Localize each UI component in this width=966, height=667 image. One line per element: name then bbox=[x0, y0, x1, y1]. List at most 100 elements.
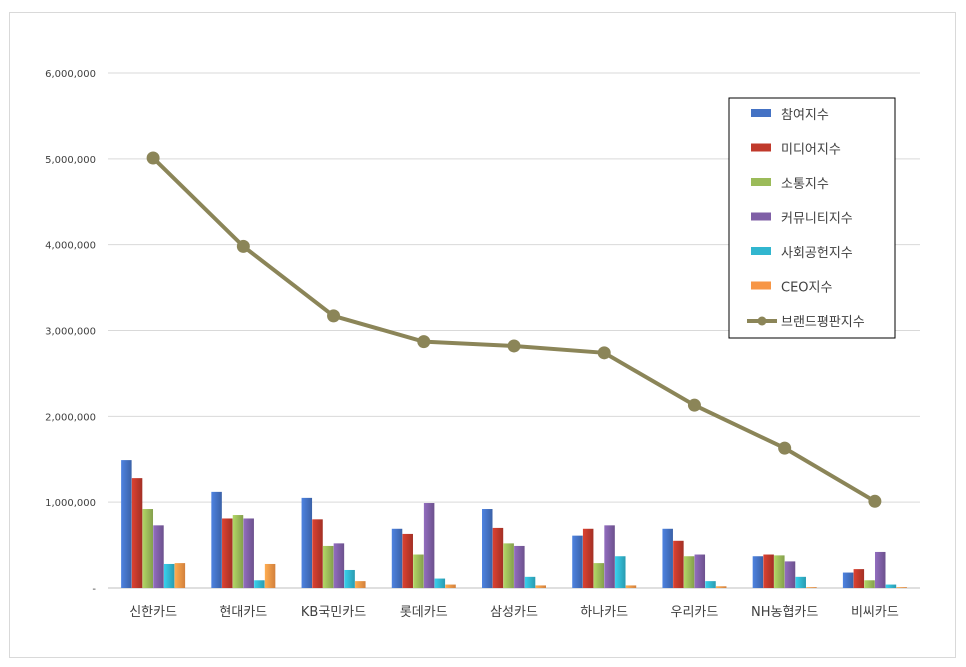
line-point bbox=[236, 239, 250, 253]
bar-소통지수 bbox=[142, 509, 154, 588]
legend-label: 브랜드평판지수 bbox=[781, 315, 865, 330]
bar-소통지수 bbox=[683, 556, 695, 588]
bar-미디어지수 bbox=[492, 527, 504, 588]
x-axis-ticks: 신한카드 현대카드 KB국민카드 롯데카드 삼성카드 하나카드 우리카드 NH농협카드 비씨카드 bbox=[129, 605, 899, 620]
legend-swatch bbox=[751, 281, 771, 290]
bar-참여지수 bbox=[301, 497, 313, 588]
bar-참여지수 bbox=[842, 572, 854, 588]
bar-참여지수 bbox=[211, 491, 222, 588]
bar-미디어지수 bbox=[763, 554, 774, 588]
legend-swatch bbox=[751, 178, 771, 186]
bar-커뮤니티지수 bbox=[874, 551, 886, 588]
bar-참여지수 bbox=[752, 556, 764, 588]
bar-series bbox=[121, 460, 907, 588]
bar-사회공헌지수 bbox=[163, 563, 175, 588]
line-point bbox=[778, 441, 792, 455]
bar-커뮤니티지수 bbox=[784, 561, 796, 588]
bar-참여지수 bbox=[121, 460, 132, 588]
bar-사회공헌지수 bbox=[344, 569, 355, 588]
bar-참여지수 bbox=[662, 528, 673, 588]
bar-커뮤니티지수 bbox=[243, 518, 254, 588]
y-axis-ticks: - 1,000,000 2,000,000 3,000,000 4,000,000 5,0… bbox=[45, 69, 96, 595]
bar-소통지수 bbox=[232, 515, 244, 588]
x-tick-label: 현대카드 bbox=[219, 605, 267, 620]
bar-소통지수 bbox=[413, 554, 424, 588]
bar-미디어지수 bbox=[131, 478, 143, 588]
bar-CEO지수 bbox=[625, 585, 637, 588]
legend-swatch bbox=[751, 109, 771, 117]
bar-CEO지수 bbox=[355, 581, 366, 588]
bar-사회공헌지수 bbox=[885, 584, 897, 588]
y-tick-label: - bbox=[92, 584, 96, 595]
legend-swatch bbox=[751, 212, 771, 221]
bar-CEO지수 bbox=[715, 586, 727, 588]
line-series bbox=[146, 151, 882, 508]
x-tick-label: 비씨카드 bbox=[851, 605, 899, 620]
bar-사회공헌지수 bbox=[524, 576, 536, 588]
y-tick-label: 4,000,000 bbox=[45, 241, 96, 252]
legend-label: 소통지수 bbox=[781, 177, 829, 192]
bar-소통지수 bbox=[593, 563, 605, 588]
line-point bbox=[597, 346, 611, 360]
line-point bbox=[507, 339, 521, 353]
bar-소통지수 bbox=[864, 580, 875, 588]
line-point bbox=[687, 398, 701, 412]
bar-사회공헌지수 bbox=[795, 576, 806, 588]
legend-label: 커뮤니티지수 bbox=[781, 212, 853, 227]
bar-커뮤니티지수 bbox=[153, 525, 164, 588]
bar-소통지수 bbox=[774, 555, 785, 588]
legend-label: 미디어지수 bbox=[781, 143, 841, 158]
line-point bbox=[146, 151, 160, 165]
y-tick-label: 2,000,000 bbox=[45, 412, 96, 423]
bar-참여지수 bbox=[572, 535, 583, 588]
bar-CEO지수 bbox=[174, 563, 186, 588]
bar-사회공헌지수 bbox=[434, 578, 446, 588]
bar-사회공헌지수 bbox=[615, 556, 626, 588]
y-tick-label: 5,000,000 bbox=[45, 155, 96, 166]
bar-미디어지수 bbox=[853, 569, 865, 588]
y-tick-label: 1,000,000 bbox=[45, 498, 96, 509]
bar-미디어지수 bbox=[222, 518, 233, 588]
bar-소통지수 bbox=[503, 543, 514, 588]
line-point bbox=[417, 335, 431, 349]
chart-svg: - 1,000,000 2,000,000 3,000,000 4,000,000 5,0… bbox=[45, 69, 920, 620]
legend-label: 사회공헌지수 bbox=[781, 246, 853, 261]
y-tick-label: 3,000,000 bbox=[45, 327, 96, 338]
bar-CEO지수 bbox=[806, 587, 817, 588]
legend-swatch bbox=[751, 143, 771, 152]
y-tick-label: 6,000,000 bbox=[45, 69, 96, 80]
line-point bbox=[327, 309, 341, 323]
bar-미디어지수 bbox=[402, 533, 413, 588]
line-point bbox=[868, 494, 882, 508]
bar-커뮤니티지수 bbox=[604, 525, 615, 588]
legend-swatch bbox=[751, 247, 771, 255]
x-tick-label: NH농협카드 bbox=[751, 605, 818, 620]
bar-참여지수 bbox=[391, 528, 403, 588]
x-tick-label: KB국민카드 bbox=[301, 605, 366, 620]
legend-label: 참여지수 bbox=[781, 108, 829, 123]
x-tick-label: 하나카드 bbox=[580, 605, 628, 620]
x-tick-label: 롯데카드 bbox=[400, 605, 448, 620]
legend-marker bbox=[757, 316, 767, 326]
bar-미디어지수 bbox=[582, 528, 594, 588]
bar-CEO지수 bbox=[264, 563, 276, 588]
legend-label: CEO지수 bbox=[781, 281, 832, 296]
bar-미디어지수 bbox=[673, 540, 684, 588]
x-tick-label: 삼성카드 bbox=[490, 605, 538, 620]
bar-커뮤니티지수 bbox=[333, 543, 345, 588]
chart-frame: - 1,000,000 2,000,000 3,000,000 4,000,000 5,0… bbox=[9, 12, 956, 658]
bar-CEO지수 bbox=[896, 587, 907, 588]
x-tick-label: 우리카드 bbox=[671, 605, 719, 620]
bar-커뮤니티지수 bbox=[514, 545, 525, 588]
bar-커뮤니티지수 bbox=[423, 503, 435, 588]
bar-CEO지수 bbox=[535, 585, 546, 588]
bar-미디어지수 bbox=[312, 519, 323, 588]
x-tick-label: 신한카드 bbox=[129, 605, 177, 620]
bar-사회공헌지수 bbox=[705, 581, 716, 588]
bar-소통지수 bbox=[322, 545, 334, 588]
bar-CEO지수 bbox=[445, 584, 456, 588]
bar-참여지수 bbox=[482, 509, 493, 588]
bar-커뮤니티지수 bbox=[694, 554, 706, 588]
bar-사회공헌지수 bbox=[254, 580, 265, 588]
